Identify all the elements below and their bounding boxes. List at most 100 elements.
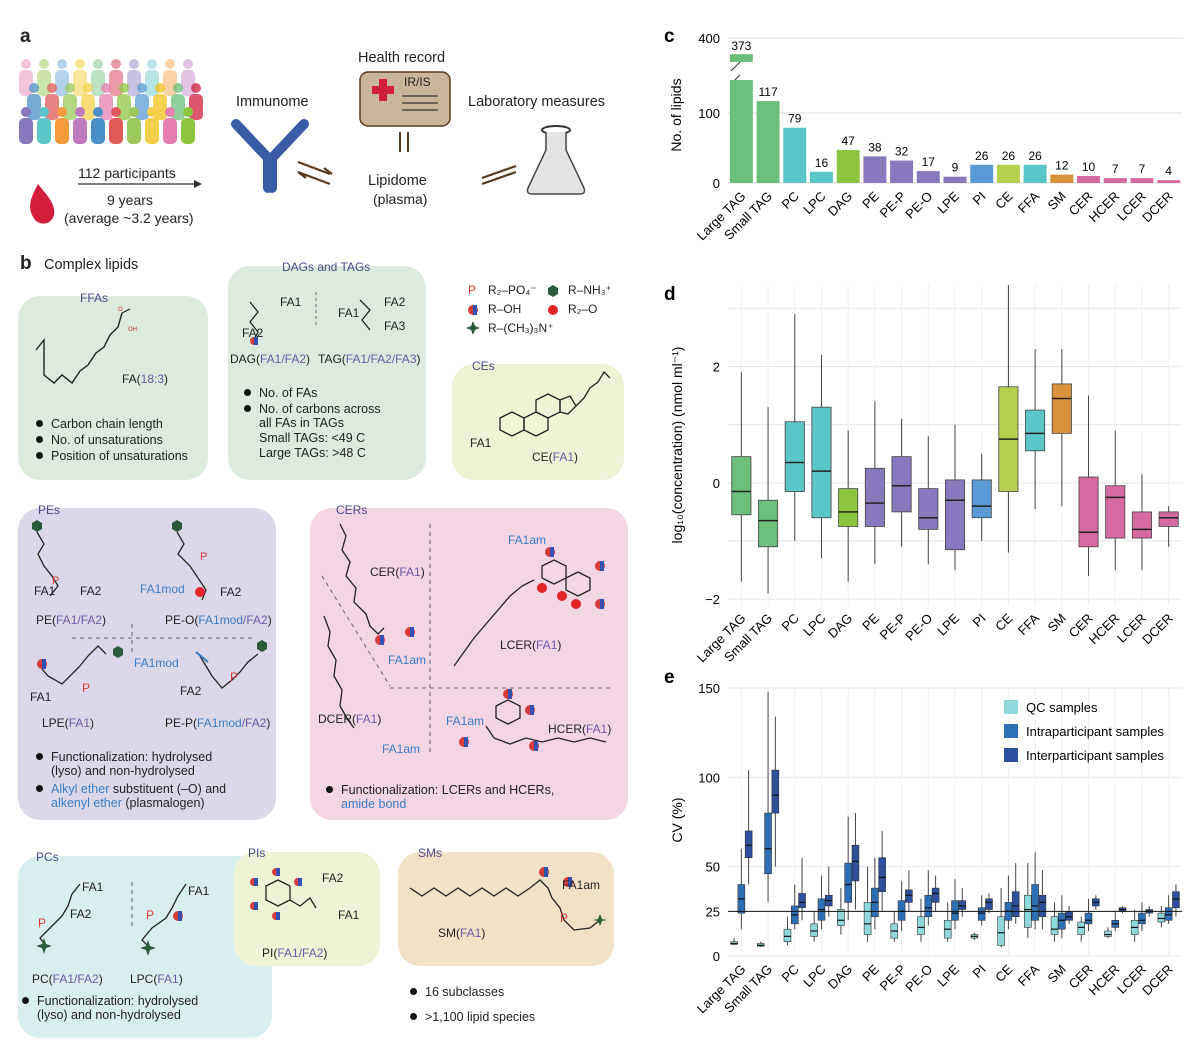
person-head	[173, 83, 183, 93]
legend-n: R–(CH₃)₃N⁺	[488, 321, 554, 335]
ce-fa1: FA1	[470, 436, 492, 450]
dcer-fa1am: FA1am	[382, 742, 421, 756]
d-box	[838, 488, 859, 527]
e-box	[1077, 921, 1086, 935]
e-legend-label: Intraparticipant samples	[1026, 724, 1165, 739]
e-ylabel: CV (%)	[669, 797, 685, 842]
person-body	[37, 70, 51, 96]
pe-bullet-2b: alkenyl ether (plasmalogen)	[51, 796, 205, 810]
c-xtick-label: PC	[779, 189, 802, 212]
e-xtick-label: HCER	[1086, 962, 1123, 999]
cer-fa1am: FA1am	[388, 653, 427, 667]
tag-fa1: FA1	[338, 306, 360, 320]
c-bar	[836, 150, 860, 183]
e-ytick: 25	[706, 904, 720, 919]
e-legend-swatch	[1004, 748, 1018, 762]
cer-formula: CER(FA1)	[370, 565, 425, 579]
c-bar	[809, 171, 833, 183]
person-body	[189, 94, 203, 120]
dag-bullet-2: No. of carbons across	[244, 401, 381, 417]
person-body	[81, 94, 95, 120]
person-body	[117, 94, 131, 120]
person-head	[129, 107, 139, 117]
e-legend-swatch	[1004, 700, 1018, 714]
pep-fa2: FA2	[180, 684, 202, 698]
lpe-p: P	[82, 681, 91, 695]
d-ytick: −2	[705, 592, 720, 607]
c-data-label: 47	[841, 134, 855, 148]
d-xtick-label: PC	[779, 611, 802, 634]
c-data-label: 32	[895, 145, 909, 159]
pe-formula: PE(FA1/FA2)	[36, 613, 107, 627]
e-box	[1050, 916, 1059, 935]
dag-tag-structures	[249, 292, 371, 345]
c-xtick-label: HCER	[1086, 189, 1123, 226]
cer-structures	[321, 523, 614, 752]
ce-formula: CE(FA1)	[532, 450, 579, 464]
c-ytick-0: 0	[713, 176, 720, 191]
pc-fa1: FA1	[82, 880, 104, 894]
hcer-formula: HCER(FA1)	[548, 722, 612, 736]
person-body	[127, 70, 141, 96]
d-box	[1025, 409, 1046, 452]
participants-illustration	[19, 59, 203, 224]
years-text: 9 years	[107, 192, 153, 208]
e-box	[844, 862, 852, 903]
e-box	[985, 898, 993, 910]
panel-c-label: c	[664, 26, 675, 47]
person-head	[111, 59, 121, 69]
cer-bullet-b: amide bond	[341, 797, 407, 811]
e-legend-label: Interparticipant samples	[1026, 748, 1165, 763]
pc-fa2: FA2	[70, 907, 92, 921]
peo-formula: PE-O(FA1mod/FA2)	[165, 613, 272, 627]
person-head	[111, 107, 121, 117]
c-bar	[916, 171, 940, 183]
c-data-label: 7	[1112, 162, 1119, 176]
sms-box	[398, 852, 614, 966]
pep-p: P	[230, 670, 239, 684]
e-box	[997, 916, 1005, 946]
pc-p: P	[38, 916, 47, 930]
c-xtick-label: PE-O	[902, 189, 935, 222]
participants-text: 112 participants	[78, 165, 176, 181]
e-legend-swatch	[1004, 724, 1018, 738]
sm-structure	[409, 867, 607, 931]
person-head	[57, 107, 67, 117]
person-head	[47, 83, 57, 93]
e-box	[1138, 912, 1146, 925]
c-bar	[943, 176, 967, 183]
lpe-fa1: FA1	[30, 690, 52, 704]
d-xtick-label: LPC	[800, 611, 828, 639]
c-bar	[890, 160, 914, 183]
d-ytick: 0	[713, 476, 720, 491]
person-head	[29, 83, 39, 93]
immunome-label: Immunome	[236, 94, 309, 110]
svg-text:O: O	[118, 307, 123, 313]
summary-species: >1,100 lipid species	[410, 1009, 535, 1025]
large-tags-text: Large TAGs: >48 C	[259, 446, 366, 460]
c-bar	[729, 80, 753, 183]
e-box	[931, 887, 940, 903]
pe-bullet-1: Functionalization: hydrolysed	[36, 749, 212, 765]
health-record-label: Health record	[358, 50, 446, 66]
laboratory-label: Laboratory measures	[468, 94, 606, 110]
person-head	[75, 59, 85, 69]
dag-bullet-1: No. of FAs	[244, 385, 317, 401]
pis-box	[234, 852, 380, 966]
legend-nh3: R–NH₃⁺	[568, 283, 612, 297]
pe-fa2: FA2	[80, 584, 102, 598]
person-head	[57, 59, 67, 69]
e-box	[1011, 891, 1020, 917]
pe-bullet-2: Alkyl ether substituent (–O) and	[36, 781, 226, 797]
cers-box	[310, 508, 628, 820]
c-data-label: 26	[1028, 149, 1042, 163]
e-box	[1104, 930, 1112, 937]
average-text: (average ~3.2 years)	[64, 210, 194, 226]
c-bar	[783, 127, 807, 183]
pc-structures	[36, 882, 187, 956]
d-box	[1078, 476, 1099, 548]
person-head	[183, 107, 193, 117]
e-box	[810, 923, 818, 937]
person-head	[65, 83, 75, 93]
